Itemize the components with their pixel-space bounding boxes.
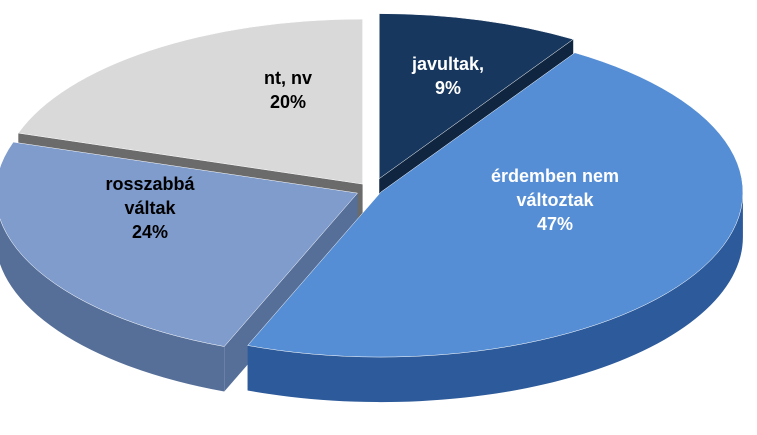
slice-label: nt, nv 20%: [248, 66, 328, 114]
category-label: javultak,: [411, 54, 485, 74]
value-label: 24%: [131, 222, 169, 242]
category-label: rosszabbá váltak: [105, 174, 195, 218]
pie-slice: [0, 141, 359, 347]
pie-slice: [17, 18, 363, 185]
slice-side: [247, 192, 743, 403]
value-label: 9%: [434, 78, 461, 98]
slice-label: javultak, 9%: [373, 52, 523, 100]
pie-slice: [247, 52, 744, 358]
pie-slice: [379, 13, 574, 180]
slice-label: érdemben nem változtak 47%: [480, 164, 630, 236]
category-label: érdemben nem változtak: [490, 166, 620, 210]
value-label: 20%: [269, 92, 307, 112]
slice-side: [0, 218, 225, 392]
value-label: 47%: [536, 214, 574, 234]
category-label: nt, nv: [264, 68, 312, 88]
slice-label: rosszabbá váltak 24%: [75, 172, 225, 244]
